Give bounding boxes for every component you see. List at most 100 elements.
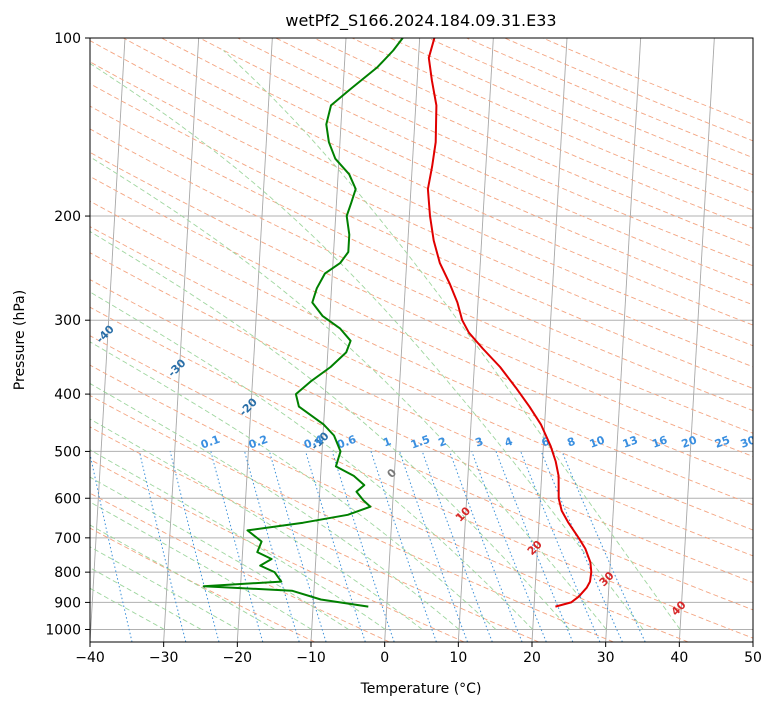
y-tick-label: 900 bbox=[54, 595, 81, 611]
chart-title: wetPf2_S166.2024.184.09.31.E33 bbox=[285, 11, 556, 31]
mixing-ratio-line bbox=[138, 451, 187, 642]
dry-adiabat-line bbox=[90, 61, 753, 368]
mixing-ratio-label: 0.4 bbox=[302, 433, 325, 452]
mixing-ratio-label: 3 bbox=[473, 435, 485, 450]
mixing-ratio-line bbox=[244, 451, 300, 642]
y-tick-label: 700 bbox=[54, 531, 81, 547]
moist-adiabat-line bbox=[90, 156, 607, 630]
mixing-ratio-label: 8 bbox=[565, 435, 577, 450]
mixing-ratio-line bbox=[268, 451, 327, 642]
dewpoint-profile-line bbox=[202, 38, 404, 608]
dry-adiabat-line bbox=[90, 527, 315, 642]
y-tick-label: 100 bbox=[54, 31, 81, 47]
dry-adiabat-line bbox=[90, 306, 753, 611]
isotherm-line bbox=[605, 38, 642, 642]
dry-adiabat-line bbox=[428, 38, 753, 176]
dry-adiabat-line bbox=[90, 395, 614, 642]
temperature-profile-line bbox=[426, 38, 593, 608]
mixing-ratio-line bbox=[421, 451, 493, 642]
y-tick-label: 400 bbox=[54, 387, 81, 403]
mixing-ratio-label: 0.2 bbox=[247, 433, 270, 452]
mixing-ratio-label: 2 bbox=[437, 435, 449, 450]
mixing-ratio-label: 1.5 bbox=[409, 433, 432, 452]
x-tick-label: −10 bbox=[296, 650, 326, 666]
dry-adiabat-line bbox=[466, 38, 753, 159]
dry-adiabat-line bbox=[90, 335, 753, 639]
dry-adiabat-line bbox=[90, 175, 753, 481]
mixing-ratio-label: 0.1 bbox=[199, 433, 222, 452]
moist-adiabat-line bbox=[90, 291, 534, 630]
isotherm-line bbox=[531, 38, 568, 642]
isotherm-line bbox=[678, 38, 715, 642]
y-tick-label: 200 bbox=[54, 209, 81, 225]
x-tick-label: 0 bbox=[380, 650, 389, 666]
mixing-ratio-line bbox=[370, 451, 437, 642]
isotherm-line bbox=[90, 38, 126, 642]
background-labels: -100-90-80-70-60-50-40-30-20-10010203040… bbox=[94, 322, 758, 618]
y-tick-label: 300 bbox=[54, 313, 81, 329]
dry-adiabat-line bbox=[90, 364, 689, 642]
mixing-ratio-label: 20 bbox=[680, 433, 699, 451]
dry-adiabat-line bbox=[90, 128, 753, 434]
profile-lines bbox=[202, 38, 593, 608]
isotherm-line bbox=[236, 38, 273, 642]
plot-frame bbox=[89, 37, 754, 643]
mixing-ratio-line bbox=[561, 451, 646, 642]
y-tick-label: 500 bbox=[54, 444, 81, 460]
background-lines bbox=[90, 38, 753, 642]
dry-adiabat-line bbox=[90, 252, 753, 557]
x-tick-label: 40 bbox=[670, 650, 688, 666]
dry-adiabat-line bbox=[161, 38, 753, 306]
moist-adiabat-line bbox=[90, 341, 497, 630]
mixing-ratio-line bbox=[495, 451, 574, 642]
dry-adiabat-line bbox=[90, 40, 753, 347]
mixing-ratio-label: 4 bbox=[503, 435, 515, 450]
moist-adiabat-line bbox=[90, 449, 386, 630]
x-tick-label: 20 bbox=[523, 650, 541, 666]
x-tick-label: 10 bbox=[449, 650, 467, 666]
x-tick-label: −30 bbox=[149, 650, 179, 666]
x-tick-label: 50 bbox=[744, 650, 762, 666]
mixing-ratio-label: 0.6 bbox=[335, 433, 358, 452]
mixing-ratio-label: 16 bbox=[650, 433, 669, 451]
mixing-ratio-label: 1 bbox=[381, 435, 393, 450]
mixing-ratio-line bbox=[520, 451, 601, 642]
moist-adiabat-line bbox=[90, 62, 644, 630]
mixing-ratio-line bbox=[90, 451, 133, 642]
dry-adiabat-line bbox=[390, 38, 753, 193]
dry-adiabat-line bbox=[90, 279, 753, 584]
mixing-ratio-label: 30 bbox=[739, 433, 758, 451]
axes: −40 −30 −20 −10 0 10 20 30 40 5010020030040050060… bbox=[45, 31, 762, 666]
x-tick-label: −40 bbox=[75, 650, 105, 666]
moist-adiabat-line bbox=[223, 50, 681, 630]
dry-adiabat-line bbox=[90, 83, 753, 389]
moist-adiabat-line bbox=[90, 524, 276, 630]
mixing-ratio-line bbox=[210, 451, 264, 642]
mixing-ratio-label: 10 bbox=[588, 433, 607, 451]
y-tick-label: 1000 bbox=[45, 622, 81, 638]
x-axis-label: Temperature (°C) bbox=[360, 681, 482, 697]
mixing-ratio-line bbox=[399, 451, 468, 642]
mixing-ratio-label: 6 bbox=[540, 435, 552, 450]
mixing-ratio-line bbox=[331, 451, 395, 642]
x-tick-label: 30 bbox=[597, 650, 615, 666]
mixing-ratio-label: 13 bbox=[621, 433, 640, 450]
y-axis-label: Pressure (hPa) bbox=[12, 290, 28, 390]
dry-adiabat-line bbox=[237, 38, 753, 267]
mixing-ratio-line bbox=[169, 451, 220, 642]
y-tick-label: 600 bbox=[54, 491, 81, 507]
mixing-ratio-line bbox=[471, 451, 547, 642]
y-tick-label: 800 bbox=[54, 565, 81, 581]
mixing-ratio-line bbox=[305, 451, 366, 642]
isotherm-line bbox=[310, 38, 347, 642]
moist-adiabat-line bbox=[90, 383, 460, 630]
mixing-ratio-line bbox=[449, 451, 523, 642]
dry-adiabat-line bbox=[199, 38, 753, 286]
isotherm-line bbox=[384, 38, 421, 642]
moist-adiabat-line bbox=[90, 230, 570, 630]
dry-adiabat-line bbox=[351, 38, 753, 211]
dry-adiabat-line bbox=[90, 226, 753, 531]
mixing-ratio-label: 25 bbox=[713, 433, 732, 450]
